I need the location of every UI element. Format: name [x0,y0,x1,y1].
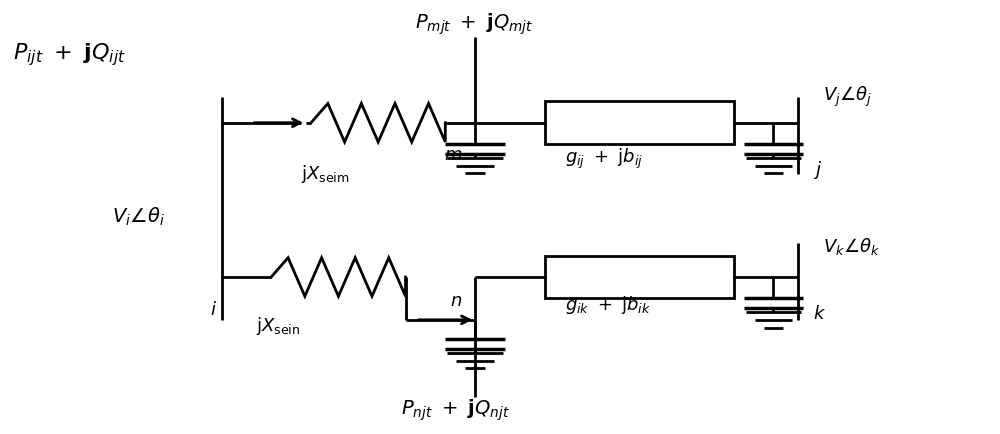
Text: $V_i\angle\theta_i$: $V_i\angle\theta_i$ [112,206,165,228]
Text: $P_{ijt}$$\ +\ $$\mathbf{j}$$Q_{ijt}$: $P_{ijt}$$\ +\ $$\mathbf{j}$$Q_{ijt}$ [13,41,126,68]
Text: $V_j\angle\theta_j$: $V_j\angle\theta_j$ [823,85,872,109]
Text: $m$: $m$ [444,146,462,164]
Text: $j$: $j$ [813,159,822,181]
Text: $i$: $i$ [210,301,217,319]
Text: $\mathrm{j}X_{\mathrm{seim}}$: $\mathrm{j}X_{\mathrm{seim}}$ [301,163,350,185]
Text: $P_{mjt}$$\ +\ $$\mathbf{j}$$Q_{mjt}$: $P_{mjt}$$\ +\ $$\mathbf{j}$$Q_{mjt}$ [415,11,534,37]
Text: $\mathrm{j}X_{\mathrm{sein}}$: $\mathrm{j}X_{\mathrm{sein}}$ [256,315,301,337]
Text: $k$: $k$ [813,305,826,323]
Bar [545,101,734,144]
Text: $g_{ij}\ +\ \mathrm{j}b_{ij}$: $g_{ij}\ +\ \mathrm{j}b_{ij}$ [565,147,643,171]
Bar [545,256,734,299]
Text: $g_{ik}\ +\ \mathrm{j}b_{ik}$: $g_{ik}\ +\ \mathrm{j}b_{ik}$ [565,294,651,316]
Text: $n$: $n$ [450,292,462,310]
Text: $P_{njt}$$\ +\ $$\mathbf{j}$$Q_{njt}$: $P_{njt}$$\ +\ $$\mathbf{j}$$Q_{njt}$ [401,397,510,423]
Text: $V_k\angle\theta_k$: $V_k\angle\theta_k$ [823,237,880,257]
